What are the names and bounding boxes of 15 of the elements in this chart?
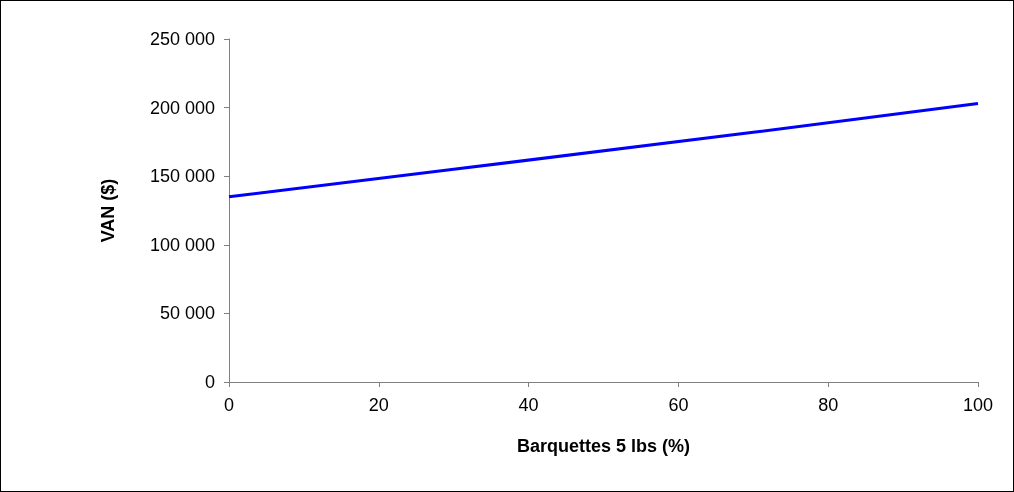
x-tick-label: 80 (818, 395, 839, 415)
x-tick-label: 60 (668, 395, 689, 415)
x-tick-label: 100 (962, 395, 994, 415)
x-tick-label: 40 (518, 395, 539, 415)
line-series (227, 101, 980, 199)
x-axis-title: Barquettes 5 lbs (%) (516, 436, 691, 456)
x-tick-label: 20 (368, 395, 389, 415)
y-tick-label: 100 000 (149, 234, 215, 255)
y-tick-label: 50 000 (159, 303, 215, 324)
x-tick-label: 0 (223, 395, 235, 415)
y-tick-label: 200 000 (149, 97, 215, 118)
y-tick-label: 0 (204, 372, 215, 392)
y-axis-title: VAN ($) (98, 178, 118, 243)
y-tick-label: 150 000 (149, 166, 215, 187)
y-tick-label: 250 000 (149, 29, 215, 49)
